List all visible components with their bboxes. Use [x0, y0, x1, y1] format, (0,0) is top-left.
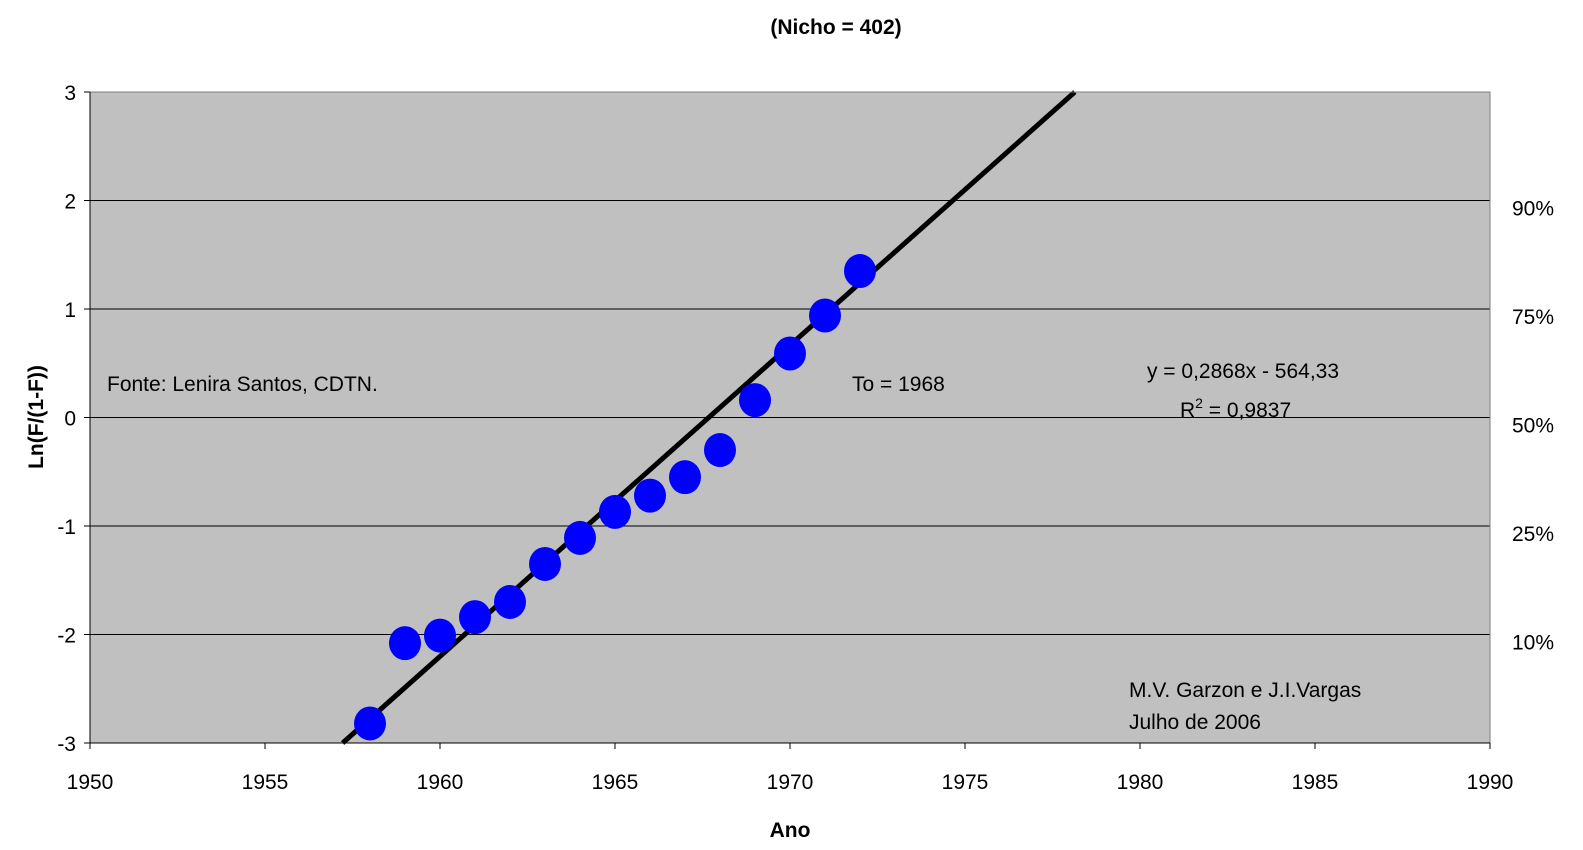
data-point	[704, 433, 736, 468]
trendline	[340, 90, 1077, 745]
y-tick-label: 0	[64, 408, 76, 431]
data-point	[739, 383, 771, 418]
y-tick-label: 3	[64, 82, 76, 105]
x-tick-label: 1950	[67, 771, 114, 794]
authors-annotation: M.V. Garzon e J.I.Vargas	[1129, 679, 1361, 702]
data-point	[494, 584, 526, 619]
to-annotation: To = 1968	[852, 373, 945, 396]
source-annotation: Fonte: Lenira Santos, CDTN.	[107, 373, 378, 396]
data-point	[844, 254, 876, 289]
x-tick-label: 1975	[942, 771, 989, 794]
data-point	[354, 706, 386, 741]
y-tick-label: 2	[64, 191, 76, 214]
x-axis-title: Ano	[770, 819, 811, 842]
r2-annotation: R2 = 0,9837	[1180, 395, 1291, 422]
data-point	[634, 478, 666, 513]
r2-prefix: R	[1180, 399, 1195, 422]
y2-tick-label: 50%	[1512, 415, 1554, 438]
data-point	[669, 460, 701, 495]
y-tick-label: -1	[57, 516, 76, 539]
data-point	[809, 298, 841, 333]
date-annotation: Julho de 2006	[1129, 711, 1261, 734]
x-axis: 1950 1955 1960 1965 1970 1975 1980 1985 1990	[67, 742, 1514, 794]
y2-tick-label: 25%	[1512, 523, 1554, 546]
y-tick-label: 1	[64, 299, 76, 322]
data-point	[424, 618, 456, 653]
x-tick-label: 1955	[242, 771, 289, 794]
data-point	[599, 494, 631, 529]
grid-lines	[90, 200, 1490, 635]
y2-axis: 90% 75% 50% 25% 10%	[1512, 198, 1554, 655]
y2-tick-label: 10%	[1512, 632, 1554, 655]
r2-value: = 0,9837	[1203, 399, 1291, 422]
data-point	[529, 546, 561, 581]
y-tick-label: -3	[57, 733, 76, 756]
y-axis-title: Ln(F/(1-F))	[25, 365, 48, 469]
x-tick-label: 1980	[1117, 771, 1164, 794]
y-tick-label: -2	[57, 625, 76, 648]
x-tick-label: 1985	[1292, 771, 1339, 794]
x-tick-label: 1965	[592, 771, 639, 794]
x-tick-label: 1970	[767, 771, 814, 794]
data-point	[564, 520, 596, 555]
r2-superscript: 2	[1195, 395, 1203, 411]
x-tick-label: 1960	[417, 771, 464, 794]
trendline-group	[340, 90, 1077, 745]
y2-tick-label: 75%	[1512, 306, 1554, 329]
y2-tick-label: 90%	[1512, 198, 1554, 221]
chart-title: (Nicho = 402)	[770, 16, 901, 39]
data-point	[774, 336, 806, 371]
data-points	[354, 254, 876, 741]
y-axis: 3 2 1 0 -1 -2 -3	[57, 82, 91, 756]
equation-annotation: y = 0,2868x - 564,33	[1147, 360, 1339, 383]
data-point	[459, 600, 491, 635]
data-point	[389, 626, 421, 661]
x-tick-label: 1990	[1467, 771, 1514, 794]
